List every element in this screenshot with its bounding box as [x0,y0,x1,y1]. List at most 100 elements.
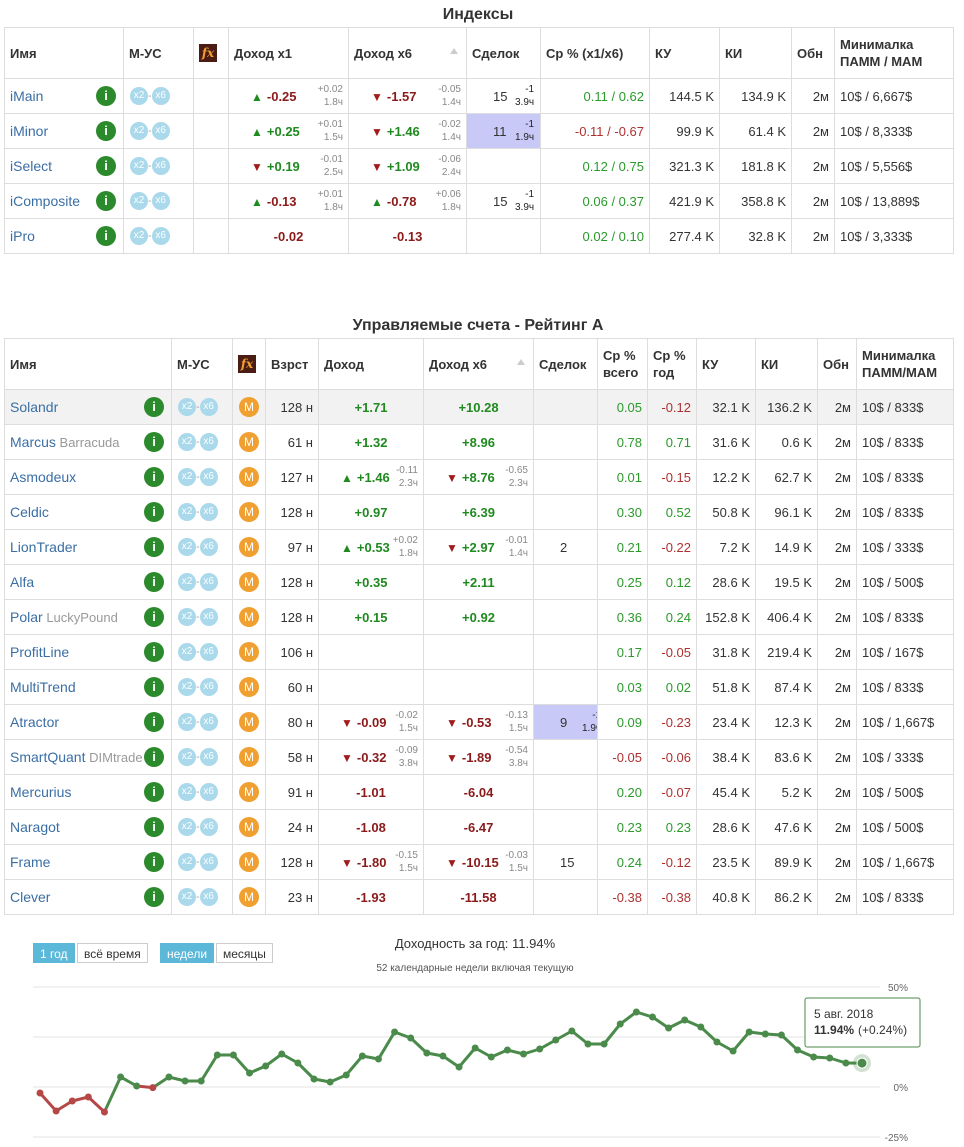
account-name[interactable]: Naragot [10,819,60,835]
x2-icon[interactable]: x2 [178,538,196,556]
range-button[interactable]: недели [160,943,215,963]
account-name[interactable]: Solandr [10,399,59,415]
account-name[interactable]: ProfitLine [10,644,70,660]
info-icon[interactable]: i [144,537,164,557]
account-name[interactable]: Marcus [10,434,56,450]
x2-icon[interactable]: x2 [178,608,196,626]
account-name[interactable]: iMain [10,88,44,104]
account-name[interactable]: Alfa [10,574,35,590]
range-button[interactable]: 1 год [33,943,75,963]
info-icon[interactable]: i [144,502,164,522]
info-icon[interactable]: i [96,86,116,106]
x6-icon[interactable]: x6 [199,608,218,626]
x2-icon[interactable]: x2 [178,573,196,591]
account-name[interactable]: Atractor [10,714,60,730]
account-name[interactable]: Polar [10,609,43,625]
cell: x2- x6 [171,879,233,915]
x6-icon[interactable]: x6 [199,538,218,556]
point [616,1020,624,1028]
info-icon[interactable]: i [96,191,116,211]
account-name[interactable]: Frame [10,854,51,870]
cell: M [232,809,266,845]
account-name[interactable]: LionTrader [10,539,78,555]
header-cell: Взрст [265,338,319,390]
row: Alfa i x2- x6 M 128 н +0.35 +2.11 0.25 0.12 28.6 K… [4,564,954,600]
x2-icon[interactable]: x2 [178,748,196,766]
avg-all: 0.01 [616,469,642,485]
avg-all: 0.25 [616,574,642,590]
info-icon[interactable]: i [144,572,164,592]
x6-icon[interactable]: x6 [199,818,218,836]
x6-icon[interactable]: x6 [199,573,218,591]
info-icon[interactable]: i [144,397,164,417]
x6-icon[interactable]: x6 [199,643,218,661]
x2-icon[interactable]: x2 [178,643,196,661]
x6-icon[interactable]: x6 [199,678,218,696]
account-name[interactable]: MultiTrend [10,679,76,695]
info-icon[interactable]: i [144,887,164,907]
x2-icon[interactable]: x2 [178,503,196,521]
info-icon[interactable]: i [144,677,164,697]
x6-icon[interactable]: x6 [151,157,170,175]
x6-icon[interactable]: x6 [199,433,218,451]
x2-icon[interactable]: x2 [178,433,196,451]
info-icon[interactable]: i [144,852,164,872]
x6-icon[interactable]: x6 [199,468,218,486]
x2-icon[interactable]: x2 [178,783,196,801]
info-icon[interactable]: i [144,432,164,452]
cell: x2- x6 [171,494,233,530]
info-icon[interactable]: i [96,156,116,176]
x2-icon[interactable]: x2 [130,87,148,105]
range-button[interactable]: всё время [77,943,148,963]
info-icon[interactable]: i [96,121,116,141]
x2-icon[interactable]: x2 [130,122,148,140]
cell: SmartQuant DIMtrade i [4,739,172,775]
x6-icon[interactable]: x6 [199,783,218,801]
info-icon[interactable]: i [144,642,164,662]
account-name[interactable]: Clever [10,889,51,905]
x6-icon[interactable]: x6 [151,227,170,245]
x6-icon[interactable]: x6 [199,888,218,906]
x6-icon[interactable]: x6 [151,87,170,105]
x2-icon[interactable]: x2 [130,157,148,175]
x6-icon[interactable]: x6 [151,192,170,210]
x6-icon[interactable]: x6 [199,398,218,416]
cell: -1.08 [318,809,424,845]
x2-icon[interactable]: x2 [130,227,148,245]
x6-icon[interactable]: x6 [199,503,218,521]
account-name[interactable]: iMinor [10,123,49,139]
info-icon[interactable]: i [144,607,164,627]
account-name[interactable]: Mercurius [10,784,72,800]
x6-icon[interactable]: x6 [199,713,218,731]
account-name[interactable]: SmartQuant [10,749,86,765]
x2-icon[interactable]: x2 [178,678,196,696]
account-name[interactable]: iPro [10,228,35,244]
cell: ▼ +0.19 -0.01 2.5ч [228,148,349,184]
x2-icon[interactable]: x2 [178,818,196,836]
x2-icon[interactable]: x2 [178,468,196,486]
x6-icon[interactable]: x6 [151,122,170,140]
account-name[interactable]: iSelect [10,158,53,174]
ki: 89.9 K [774,854,812,870]
range-button[interactable]: месяцы [216,943,273,963]
x2-icon[interactable]: x2 [178,888,196,906]
account-name[interactable]: Celdic [10,504,49,520]
point [439,1052,447,1060]
point [761,1030,769,1038]
info-icon[interactable]: i [144,712,164,732]
info-icon[interactable]: i [144,747,164,767]
min: 10$ / 500$ [862,819,924,835]
x6-icon[interactable]: x6 [199,853,218,871]
account-name[interactable]: iComposite [10,193,81,209]
account-name[interactable]: Asmodeux [10,469,77,485]
x2-icon[interactable]: x2 [178,853,196,871]
value-delta: -0.54 3.8ч [505,744,528,770]
x2-icon[interactable]: x2 [130,192,148,210]
info-icon[interactable]: i [144,782,164,802]
info-icon[interactable]: i [144,817,164,837]
x2-icon[interactable]: x2 [178,398,196,416]
x6-icon[interactable]: x6 [199,748,218,766]
info-icon[interactable]: i [96,226,116,246]
x2-icon[interactable]: x2 [178,713,196,731]
info-icon[interactable]: i [144,467,164,487]
